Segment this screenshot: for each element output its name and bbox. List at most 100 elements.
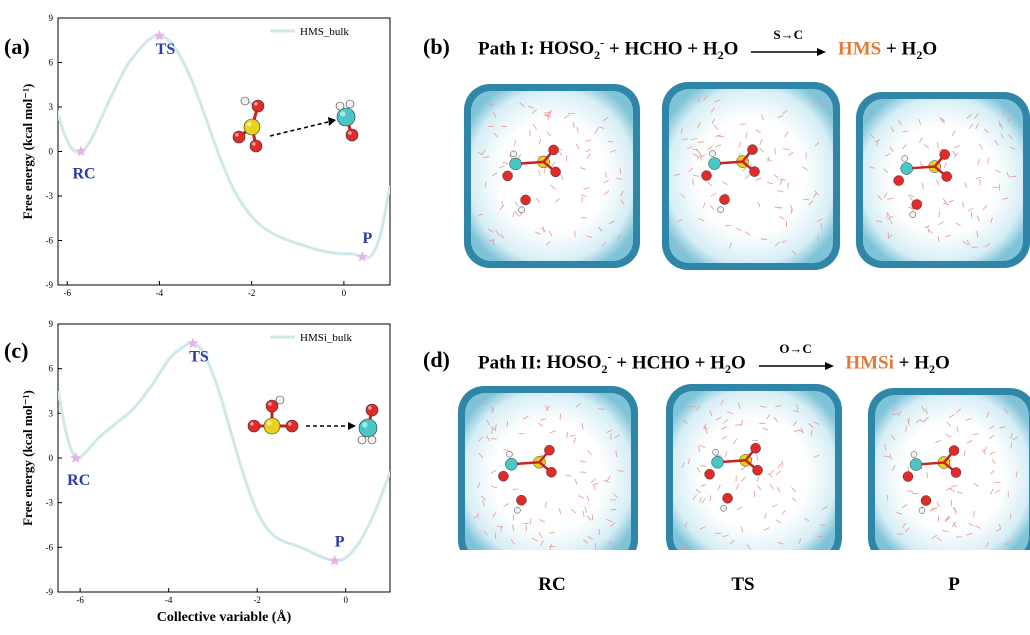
- water-molecule: [500, 525, 503, 532]
- water-molecule: [591, 514, 594, 521]
- hydrogen-atom: [367, 435, 377, 445]
- water-molecule: [1015, 471, 1018, 478]
- water-molecule: [955, 408, 962, 413]
- water-box: [868, 388, 1030, 550]
- water-molecule: [695, 488, 701, 494]
- reaction-arrow: O→C: [757, 341, 835, 375]
- water-molecule: [724, 224, 731, 227]
- water-molecule: [738, 141, 742, 148]
- y-tick-label: 9: [49, 319, 54, 329]
- water-molecule: [619, 167, 622, 174]
- water-molecule: [545, 405, 549, 411]
- water-molecule: [764, 513, 767, 519]
- water-molecule: [779, 216, 785, 220]
- water-molecule: [538, 532, 543, 538]
- water-molecule: [681, 462, 685, 469]
- water-molecule: [883, 455, 890, 458]
- water-molecule: [607, 140, 614, 143]
- water-molecule: [777, 486, 781, 493]
- water-molecule: [782, 148, 789, 151]
- water-molecule: [964, 182, 968, 189]
- state-marker: [187, 337, 199, 349]
- water-molecule: [771, 504, 778, 508]
- water-molecule: [931, 534, 937, 540]
- water-molecule: [976, 215, 980, 222]
- water-molecule: [617, 470, 624, 472]
- oxygen-atom: [345, 128, 359, 142]
- water-molecule: [587, 515, 592, 521]
- x-axis-label: Collective variable (Å): [157, 609, 292, 625]
- water-molecule: [956, 426, 959, 433]
- water-molecule: [977, 159, 980, 166]
- oxygen-atom: [247, 419, 261, 433]
- water-molecule: [510, 539, 515, 545]
- water-molecule: [606, 518, 613, 523]
- water-molecule: [773, 174, 780, 179]
- water-molecule: [574, 478, 578, 485]
- water-molecule: [481, 401, 487, 406]
- water-molecule: [721, 181, 728, 185]
- water-molecule: [584, 506, 588, 513]
- water-molecule: [766, 158, 773, 162]
- water-molecule: [814, 190, 819, 196]
- atom: [722, 492, 733, 504]
- water-molecule: [782, 109, 788, 115]
- water-molecule: [974, 113, 979, 119]
- water-box: [662, 82, 840, 270]
- water-molecule: [755, 177, 762, 181]
- water-molecule: [680, 193, 686, 199]
- water-molecule: [791, 487, 796, 493]
- water-molecule: [745, 132, 748, 139]
- water-molecule: [701, 498, 706, 504]
- state-label: P: [335, 534, 345, 551]
- water-molecule: [715, 134, 722, 137]
- water-molecule: [1009, 146, 1016, 150]
- water-molecule: [935, 179, 940, 186]
- atom: [516, 494, 527, 506]
- water-molecule: [693, 174, 700, 177]
- x-tick-label: 0: [342, 288, 347, 298]
- water-molecule: [558, 150, 563, 157]
- water-molecule: [986, 411, 990, 418]
- water-molecule: [477, 512, 479, 519]
- water-molecule: [766, 414, 771, 420]
- water-molecule: [760, 405, 767, 408]
- water-molecule: [496, 525, 503, 528]
- water-molecule: [792, 420, 798, 427]
- water-molecule: [491, 485, 498, 489]
- water-molecule: [587, 536, 594, 540]
- water-molecule: [887, 232, 890, 239]
- water-molecule: [890, 126, 895, 133]
- water-molecule: [697, 122, 701, 128]
- water-molecule: [477, 213, 484, 217]
- water-molecule: [683, 543, 688, 550]
- oxygen-atom: [232, 130, 246, 144]
- water-molecule: [503, 503, 510, 507]
- water-molecule: [687, 458, 691, 465]
- water-molecule: [532, 109, 538, 114]
- water-molecule: [689, 405, 696, 408]
- water-molecule: [502, 161, 509, 165]
- water-molecule: [967, 207, 974, 212]
- water-molecule: [995, 169, 1001, 174]
- water-molecule: [946, 487, 952, 491]
- water-molecule: [477, 482, 481, 489]
- water-molecule: [709, 205, 715, 211]
- water-molecule: [514, 211, 520, 217]
- atom: [909, 211, 916, 218]
- water-molecule: [558, 508, 562, 515]
- atom: [720, 504, 727, 512]
- water-molecule: [492, 511, 497, 518]
- water-molecule: [968, 522, 974, 527]
- water-molecule: [945, 515, 950, 521]
- x-tick-label: -4: [165, 595, 173, 605]
- state-label-p: P: [948, 574, 960, 595]
- water-molecule: [1006, 171, 1010, 178]
- water-subscript: 2: [916, 48, 923, 63]
- arrow-head: [348, 422, 356, 430]
- water-molecule: [583, 187, 590, 190]
- water-molecule: [769, 469, 775, 475]
- y-tick-label: -9: [46, 587, 54, 597]
- atom: [509, 157, 522, 171]
- water-molecule: [775, 470, 781, 476]
